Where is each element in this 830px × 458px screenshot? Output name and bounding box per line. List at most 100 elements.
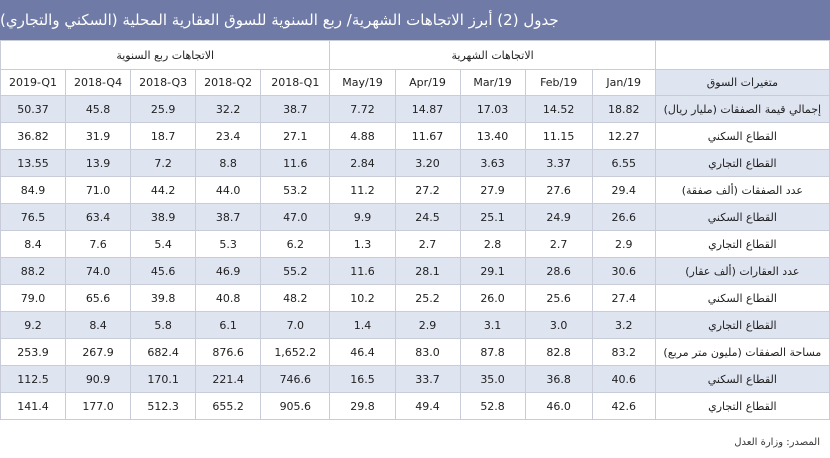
quarter-value-cell: 46.9 [195,257,262,285]
row-label: مساحة الصفقات (مليون متر مربع) [654,338,830,366]
quarter-value-cell: 221.4 [195,365,262,393]
variable-column-header: متغيرات السوق [654,69,830,96]
quarter-value-cell: 1,652.2 [260,338,331,366]
row-label: القطاع التجاري [654,311,830,339]
row-label: القطاع التجاري [654,230,830,258]
table-row: 88.2 74.0 45.6 46.9 55.2 11.6 28.1 29.1 28.6 30.6… [0,257,830,285]
quarter-value-cell: 40.8 [195,284,262,312]
quarter-value-cell: 8.4 [65,311,132,339]
quarter-value-cell: 47.0 [260,203,331,231]
column-header: 2018-Q1 [260,69,331,96]
month-value-cell: 10.2 [329,284,396,312]
quarter-value-cell: 23.4 [195,122,262,150]
quarter-value-cell: 44.2 [130,176,197,204]
month-value-cell: 26.0 [459,284,526,312]
quarter-value-cell: 55.2 [260,257,331,285]
quarter-value-cell: 7.6 [65,230,132,258]
quarter-value-cell: 7.2 [130,149,197,177]
month-value-cell: 40.6 [591,365,656,393]
quarter-value-cell: 48.2 [260,284,331,312]
column-header: May/19 [329,69,396,96]
month-value-cell: 27.2 [394,176,461,204]
month-value-cell: 33.7 [394,365,461,393]
quarter-value-cell: 682.4 [130,338,197,366]
month-value-cell: 25.2 [394,284,461,312]
month-value-cell: 27.9 [459,176,526,204]
month-value-cell: 7.72 [329,95,396,123]
row-label: القطاع التجاري [654,392,830,420]
quarter-value-cell: 177.0 [65,392,132,420]
quarter-value-cell: 170.1 [130,365,197,393]
quarter-value-cell: 84.9 [0,176,67,204]
quarter-value-cell: 39.8 [130,284,197,312]
row-label: القطاع السكني [654,203,830,231]
row-label: عدد العقارات (ألف عقار) [654,257,830,285]
month-value-cell: 52.8 [459,392,526,420]
month-value-cell: 27.4 [591,284,656,312]
quarter-value-cell: 50.37 [0,95,67,123]
month-value-cell: 29.4 [591,176,656,204]
month-value-cell: 25.6 [524,284,593,312]
quarter-value-cell: 90.9 [65,365,132,393]
quarter-value-cell: 655.2 [195,392,262,420]
month-value-cell: 24.5 [394,203,461,231]
column-header: Apr/19 [394,69,461,96]
group-header-blank [654,40,830,70]
month-value-cell: 11.67 [394,122,461,150]
month-value-cell: 2.7 [524,230,593,258]
market-trends-table: الاتجاهات ربع السنوية الاتجاهات الشهرية … [0,40,830,420]
row-label: القطاع السكني [654,365,830,393]
month-value-cell: 42.6 [591,392,656,420]
month-value-cell: 6.55 [591,149,656,177]
quarter-value-cell: 18.7 [130,122,197,150]
month-value-cell: 36.8 [524,365,593,393]
quarter-value-cell: 45.8 [65,95,132,123]
row-label: إجمالي قيمة الصفقات (مليار ريال) [654,95,830,123]
table-row: 112.5 90.9 170.1 221.4 746.6 16.5 33.7 35.0 36.8… [0,365,830,393]
table-row: 253.9 267.9 682.4 876.6 1,652.2 46.4 83.0 87.8 8… [0,338,830,366]
month-value-cell: 2.84 [329,149,396,177]
month-value-cell: 49.4 [394,392,461,420]
month-value-cell: 26.6 [591,203,656,231]
quarter-value-cell: 746.6 [260,365,331,393]
column-header: 2018-Q3 [130,69,197,96]
month-value-cell: 17.03 [459,95,526,123]
month-value-cell: 11.6 [329,257,396,285]
column-header: Jan/19 [591,69,656,96]
month-value-cell: 1.3 [329,230,396,258]
month-value-cell: 30.6 [591,257,656,285]
month-value-cell: 25.1 [459,203,526,231]
quarter-value-cell: 45.6 [130,257,197,285]
quarter-value-cell: 112.5 [0,365,67,393]
month-value-cell: 24.9 [524,203,593,231]
row-label: القطاع السكني [654,284,830,312]
month-value-cell: 16.5 [329,365,396,393]
quarter-value-cell: 5.4 [130,230,197,258]
month-value-cell: 28.6 [524,257,593,285]
quarter-value-cell: 79.0 [0,284,67,312]
quarterly-group-header: الاتجاهات ربع السنوية [0,40,331,70]
quarter-value-cell: 63.4 [65,203,132,231]
month-value-cell: 12.27 [591,122,656,150]
month-value-cell: 4.88 [329,122,396,150]
column-header: Feb/19 [524,69,593,96]
column-header: 2018-Q2 [195,69,262,96]
table-title-bar: جدول (2) أبرز الاتجاهات الشهرية/ ربع الس… [0,0,830,40]
row-label: عدد الصفقات (ألف صفقة) [654,176,830,204]
month-value-cell: 29.1 [459,257,526,285]
column-header: Mar/19 [459,69,526,96]
quarter-value-cell: 27.1 [260,122,331,150]
quarter-value-cell: 8.4 [0,230,67,258]
quarter-value-cell: 38.7 [260,95,331,123]
quarter-value-cell: 5.8 [130,311,197,339]
quarter-value-cell: 7.0 [260,311,331,339]
month-value-cell: 9.9 [329,203,396,231]
month-value-cell: 83.2 [591,338,656,366]
column-header: 2018-Q4 [65,69,132,96]
row-label: القطاع السكني [654,122,830,150]
month-value-cell: 2.7 [394,230,461,258]
table-row: 8.4 7.6 5.4 5.3 6.2 1.3 2.7 2.8 2.7 2.9 القطاع الت… [0,230,830,258]
monthly-group-header: الاتجاهات الشهرية [329,40,656,70]
month-value-cell: 2.9 [591,230,656,258]
